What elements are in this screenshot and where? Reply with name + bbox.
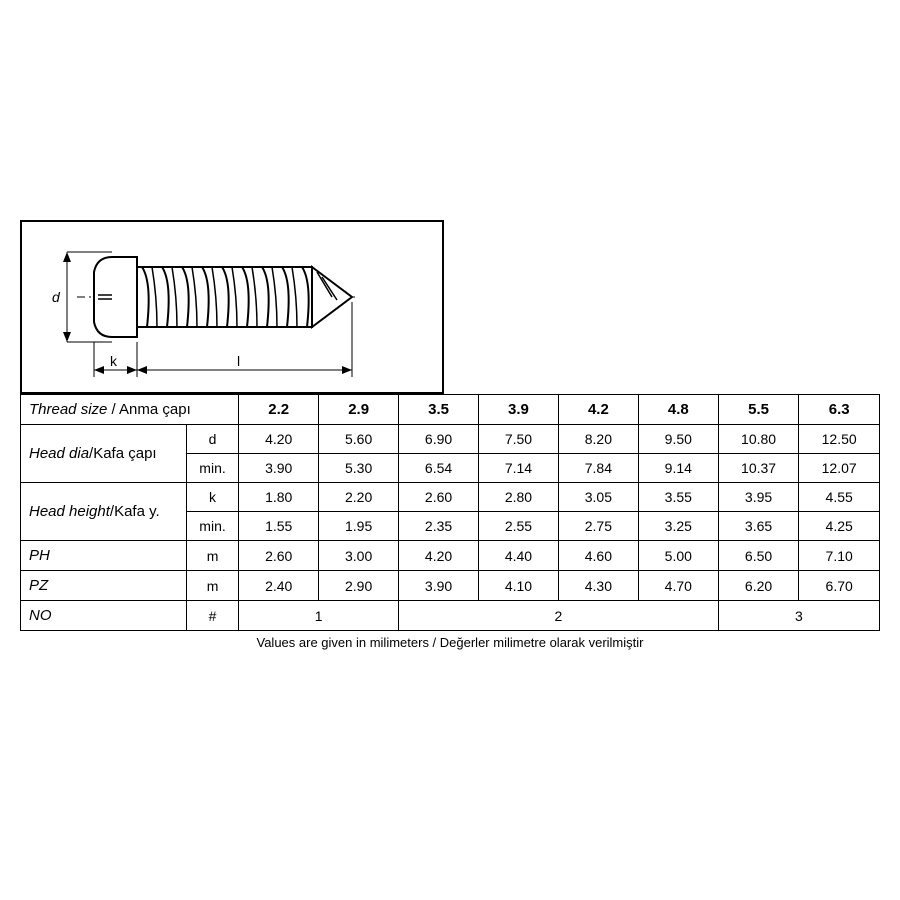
- no-row: NO # 1 2 3: [21, 601, 880, 631]
- head-height-label: Head height/Kafa y.: [21, 483, 187, 541]
- head-height-k: k: [186, 483, 238, 512]
- size-6: 5.5: [718, 395, 799, 425]
- cell: 2.75: [558, 512, 638, 541]
- cell: 2.20: [319, 483, 399, 512]
- cell: 2.60: [399, 483, 479, 512]
- cell: 3.00: [319, 541, 399, 571]
- screw-diagram: d: [20, 220, 444, 394]
- cell: 6.50: [718, 541, 799, 571]
- pz-row: PZ m 2.40 2.90 3.90 4.10 4.30 4.70 6.20 …: [21, 571, 880, 601]
- no-group-3: 3: [718, 601, 879, 631]
- cell: 3.90: [399, 571, 479, 601]
- no-group-2: 2: [399, 601, 719, 631]
- header-row: Thread size / Anma çapı 2.2 2.9 3.5 3.9 …: [21, 395, 880, 425]
- cell: 4.20: [399, 541, 479, 571]
- cell: 5.60: [319, 425, 399, 454]
- k-label: k: [110, 353, 118, 369]
- size-7: 6.3: [799, 395, 880, 425]
- ph-label: PH: [21, 541, 187, 571]
- cell: 3.25: [638, 512, 718, 541]
- d-label: d: [52, 289, 61, 305]
- cell: 6.90: [399, 425, 479, 454]
- head-dia-min: min.: [186, 454, 238, 483]
- cell: 4.30: [558, 571, 638, 601]
- cell: 9.14: [638, 454, 718, 483]
- cell: 1.95: [319, 512, 399, 541]
- size-5: 4.8: [638, 395, 718, 425]
- cell: 2.40: [239, 571, 319, 601]
- head-height-min: min.: [186, 512, 238, 541]
- cell: 3.55: [638, 483, 718, 512]
- spec-table: Thread size / Anma çapı 2.2 2.9 3.5 3.9 …: [20, 394, 880, 631]
- l-label: l: [237, 353, 240, 369]
- cell: 9.50: [638, 425, 718, 454]
- cell: 6.20: [718, 571, 799, 601]
- footnote: Values are given in milimeters / Değerle…: [20, 635, 880, 650]
- cell: 10.80: [718, 425, 799, 454]
- thread-size-label: Thread size / Anma çapı: [21, 395, 239, 425]
- size-3: 3.9: [479, 395, 559, 425]
- ph-row: PH m 2.60 3.00 4.20 4.40 4.60 5.00 6.50 …: [21, 541, 880, 571]
- size-4: 4.2: [558, 395, 638, 425]
- cell: 3.05: [558, 483, 638, 512]
- cell: 2.35: [399, 512, 479, 541]
- cell: 5.00: [638, 541, 718, 571]
- screw-svg: d: [22, 222, 442, 392]
- cell: 3.65: [718, 512, 799, 541]
- cell: 1.80: [239, 483, 319, 512]
- cell: 7.14: [479, 454, 559, 483]
- cell: 2.55: [479, 512, 559, 541]
- head-dia-label: Head dia/Kafa çapı: [21, 425, 187, 483]
- cell: 7.84: [558, 454, 638, 483]
- no-hash: #: [186, 601, 238, 631]
- cell: 3.90: [239, 454, 319, 483]
- cell: 10.37: [718, 454, 799, 483]
- cell: 6.70: [799, 571, 880, 601]
- pz-label: PZ: [21, 571, 187, 601]
- cell: 8.20: [558, 425, 638, 454]
- cell: 4.60: [558, 541, 638, 571]
- cell: 6.54: [399, 454, 479, 483]
- cell: 12.50: [799, 425, 880, 454]
- cell: 3.95: [718, 483, 799, 512]
- pz-m: m: [186, 571, 238, 601]
- no-label: NO: [21, 601, 187, 631]
- cell: 7.50: [479, 425, 559, 454]
- head-dia-d: d: [186, 425, 238, 454]
- cell: 4.40: [479, 541, 559, 571]
- cell: 4.10: [479, 571, 559, 601]
- size-0: 2.2: [239, 395, 319, 425]
- size-1: 2.9: [319, 395, 399, 425]
- ph-m: m: [186, 541, 238, 571]
- size-2: 3.5: [399, 395, 479, 425]
- cell: 5.30: [319, 454, 399, 483]
- head-height-row-k: Head height/Kafa y. k 1.80 2.20 2.60 2.8…: [21, 483, 880, 512]
- cell: 12.07: [799, 454, 880, 483]
- cell: 2.60: [239, 541, 319, 571]
- no-group-1: 1: [239, 601, 399, 631]
- cell: 7.10: [799, 541, 880, 571]
- cell: 1.55: [239, 512, 319, 541]
- cell: 2.80: [479, 483, 559, 512]
- cell: 4.25: [799, 512, 880, 541]
- cell: 4.20: [239, 425, 319, 454]
- cell: 2.90: [319, 571, 399, 601]
- head-dia-row-d: Head dia/Kafa çapı d 4.20 5.60 6.90 7.50…: [21, 425, 880, 454]
- cell: 4.70: [638, 571, 718, 601]
- cell: 4.55: [799, 483, 880, 512]
